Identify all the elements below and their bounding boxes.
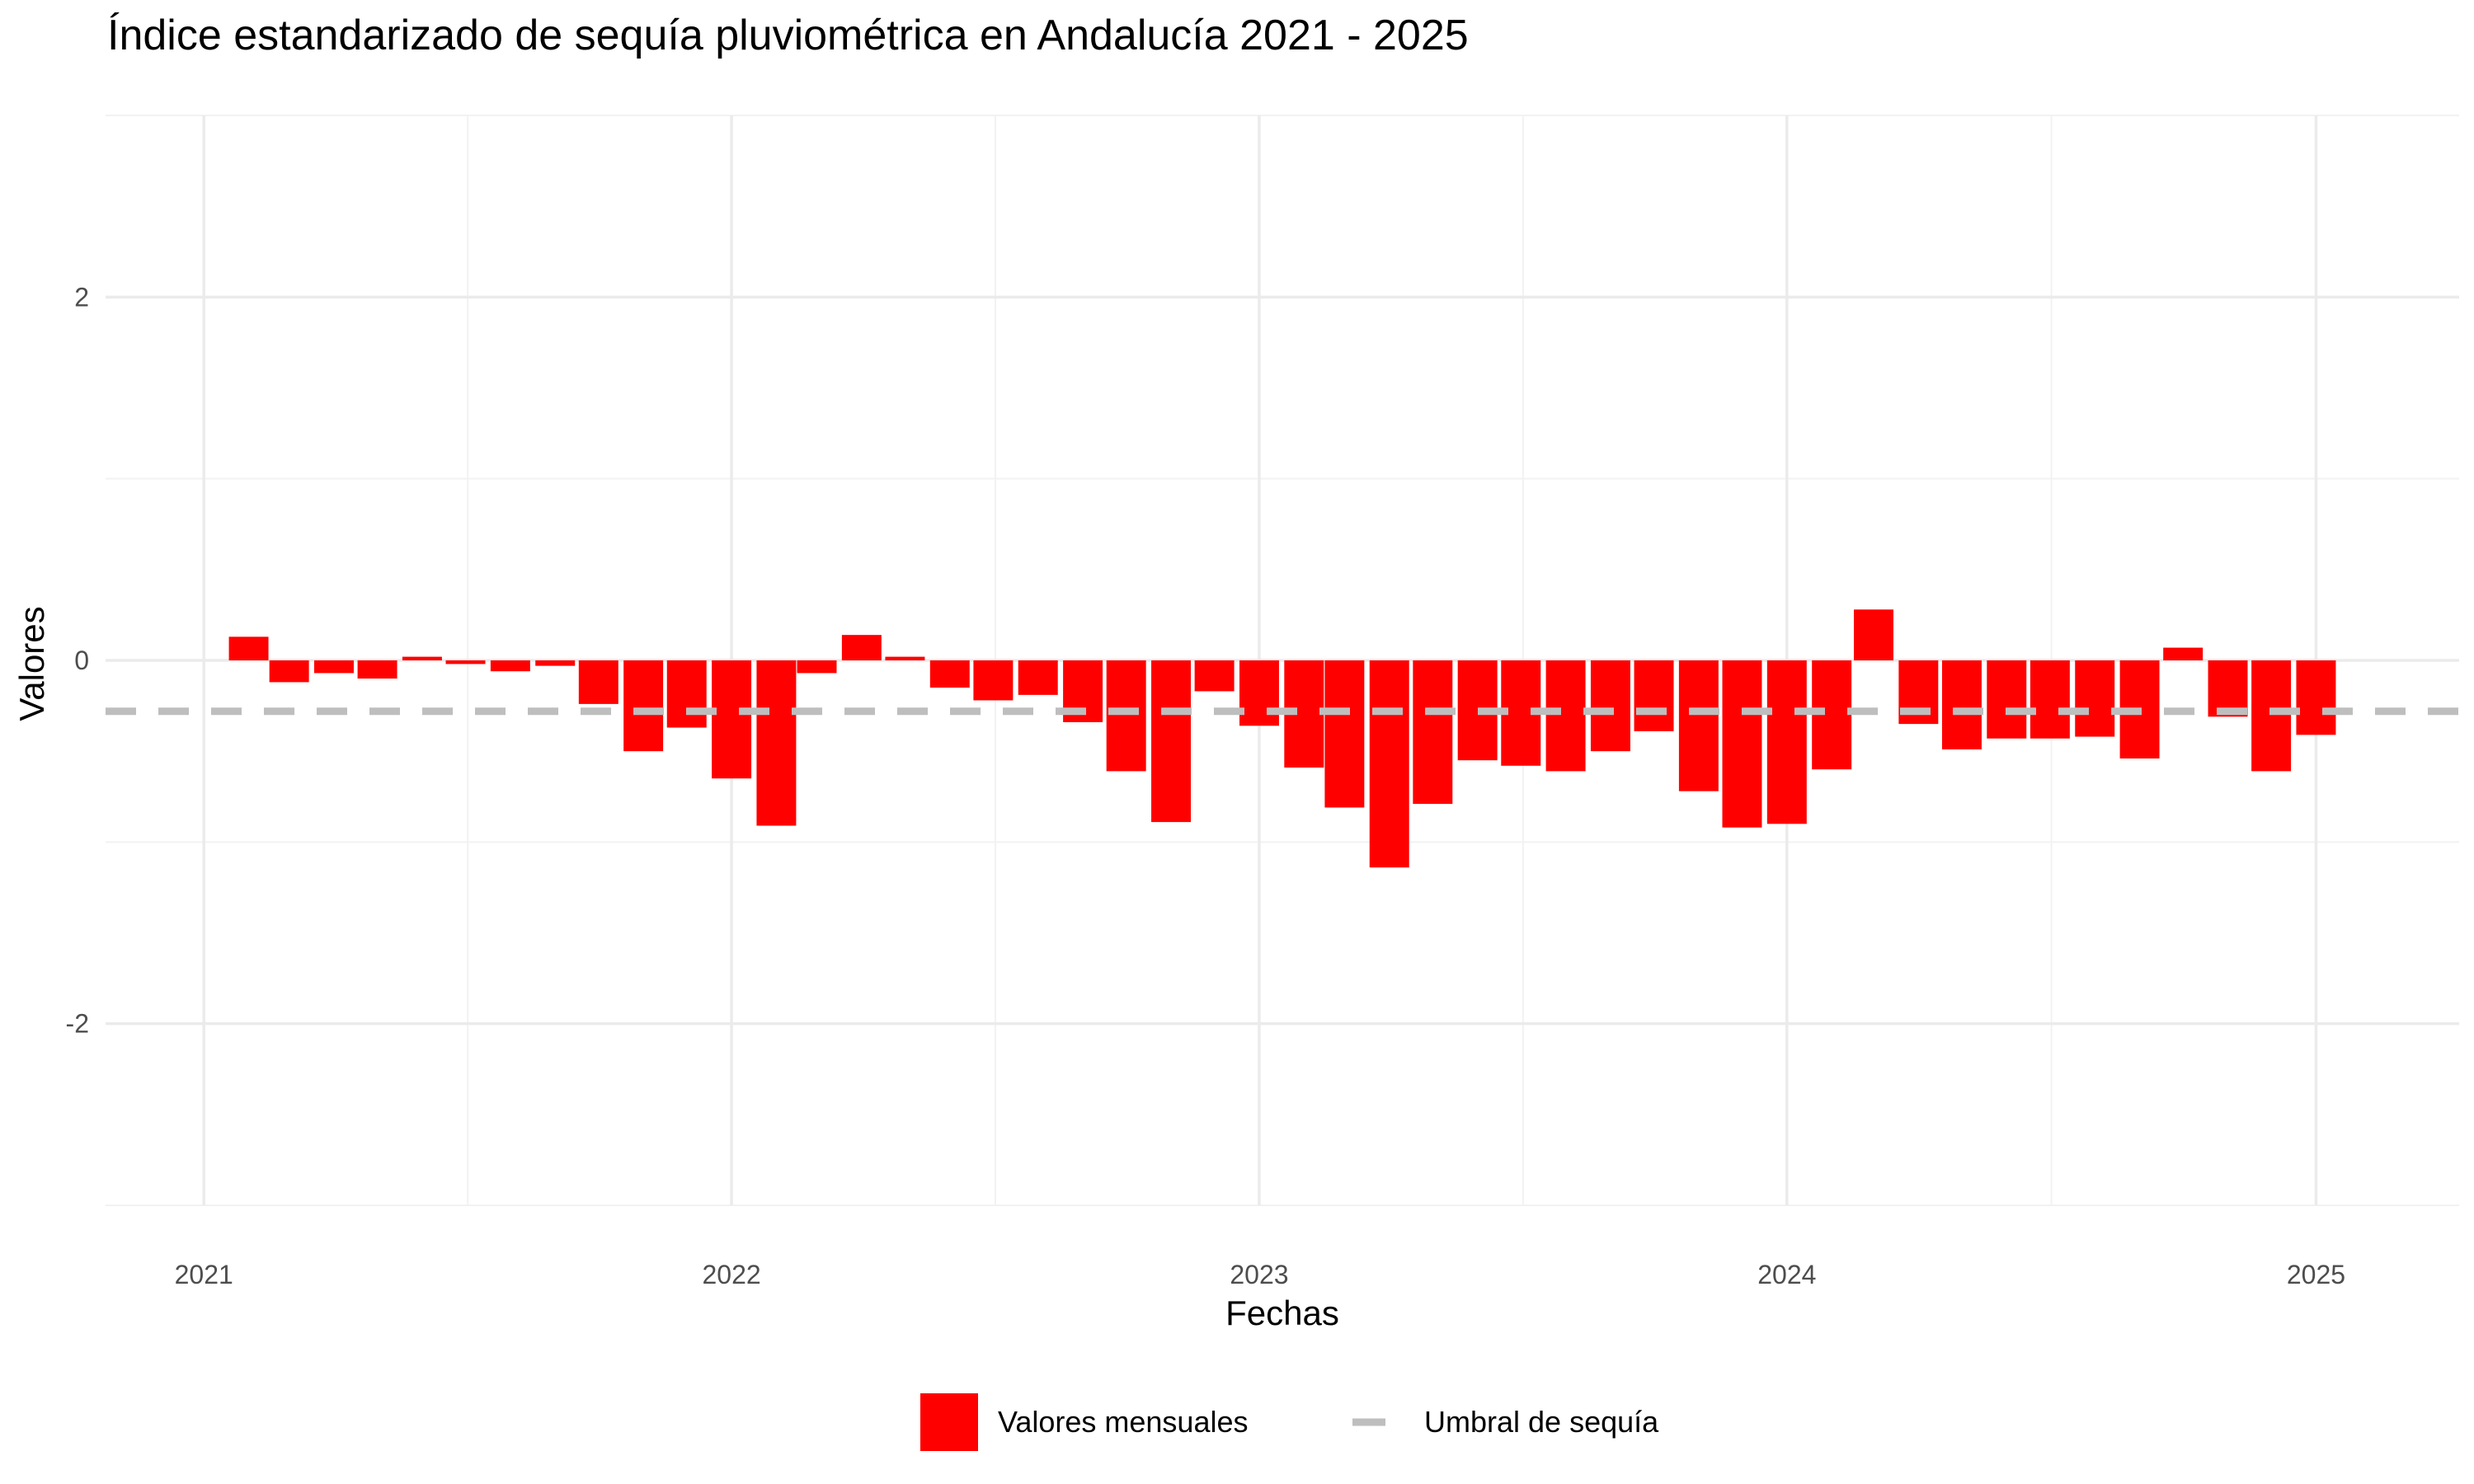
legend-bars-label: Valores mensuales [998, 1405, 1249, 1439]
legend: Valores mensuales Umbral de sequía [920, 1393, 1659, 1451]
bar [2296, 660, 2336, 735]
bar [2075, 660, 2115, 737]
bar [402, 656, 442, 660]
bar [1324, 660, 1365, 808]
bar [1941, 660, 1982, 749]
bar [885, 656, 925, 660]
x-axis-title: Fechas [1225, 1294, 1339, 1332]
x-tick-label: 2022 [702, 1260, 760, 1289]
bar [1766, 660, 1807, 824]
bar [1106, 660, 1146, 772]
x-tick-label: 2023 [1230, 1260, 1288, 1289]
bar [1854, 609, 1893, 660]
bar [797, 660, 837, 674]
chart-title: Índice estandarizado de sequía pluviomét… [107, 12, 1469, 59]
bar [1987, 660, 2027, 739]
bar [2030, 660, 2070, 739]
y-tick-labels: -2 0 2 [66, 282, 89, 1038]
x-tick-label: 2021 [175, 1260, 233, 1289]
bar [1678, 660, 1719, 791]
y-axis-title: Valores [12, 606, 51, 721]
bar [712, 660, 752, 779]
bar [535, 660, 576, 666]
legend-threshold-label: Umbral de sequía [1424, 1405, 1659, 1439]
y-tick-label: 0 [74, 646, 89, 675]
x-tick-label: 2024 [1757, 1260, 1816, 1289]
bar [973, 660, 1014, 701]
bar [1369, 660, 1409, 868]
bar [1239, 660, 1279, 726]
y-tick-label: 2 [74, 282, 89, 312]
bar [666, 660, 707, 728]
bar [228, 636, 269, 660]
bar [2251, 660, 2292, 772]
bar [1151, 660, 1191, 823]
y-tick-label: -2 [66, 1009, 89, 1039]
bar [2208, 660, 2248, 717]
bar [1413, 660, 1453, 805]
x-tick-labels: 2021 2022 2023 2024 2025 [175, 1260, 2345, 1289]
bar [841, 635, 882, 660]
bar [1634, 660, 1674, 731]
bar [490, 660, 530, 672]
bar [623, 660, 664, 752]
x-tick-label: 2025 [2287, 1260, 2345, 1289]
bar [445, 660, 486, 665]
legend-bars-key [920, 1393, 978, 1451]
bar [2163, 647, 2204, 660]
bar [1722, 660, 1762, 828]
bar [269, 660, 309, 683]
bars [228, 609, 2336, 868]
bar [1545, 660, 1586, 772]
bar [357, 660, 397, 679]
bar [314, 660, 354, 674]
bar [1590, 660, 1630, 752]
bar [578, 660, 618, 704]
bar [929, 660, 970, 688]
bar [1194, 660, 1235, 692]
bar [756, 660, 797, 826]
bar [1018, 660, 1058, 695]
